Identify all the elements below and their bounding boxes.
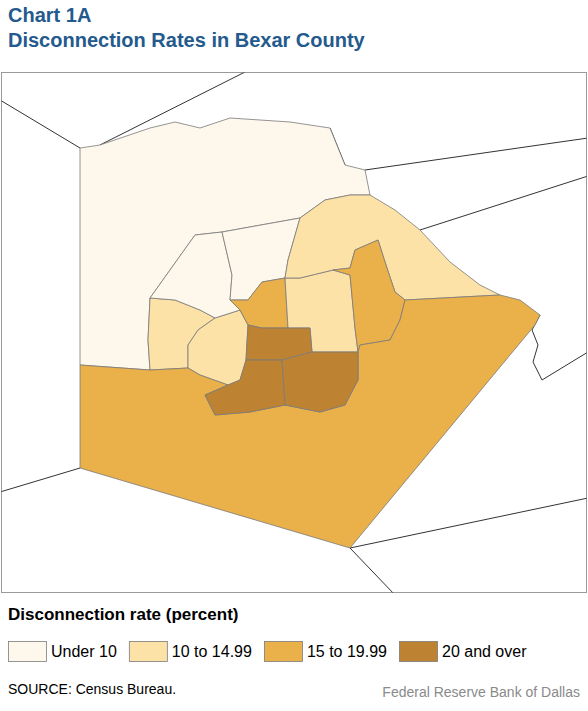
legend-label: 20 and over [442,643,527,660]
title: Chart 1A [8,4,91,26]
legend-label: Under 10 [51,643,117,660]
county-border [2,100,81,148]
region [205,360,285,415]
regions [80,118,540,548]
county-border [2,468,81,492]
legend: Disconnection rate (percent) Under 10 10 t… [8,605,527,662]
legend-label: 10 to 14.99 [172,643,252,660]
map-area [2,73,587,593]
legend-swatch [264,642,302,662]
legend-label: 15 to 19.99 [307,643,387,660]
legend-swatch [399,642,437,662]
chart: Chart 1A Disconnection Rates in Bexar Cou… [0,0,588,711]
legend-title: Disconnection rate (percent) [8,605,239,624]
legend-swatch [129,642,167,662]
legend-swatch [9,642,47,662]
map [0,72,588,595]
region [282,352,358,412]
subtitle: Disconnection Rates in Bexar County [8,29,366,51]
county-border [365,138,587,170]
county-border [420,176,587,230]
region [230,278,288,328]
credit: Federal Reserve Bank of Dallas [382,684,580,700]
source: SOURCE: Census Bureau. [8,681,176,697]
region [80,295,540,548]
county-border [350,548,395,593]
county-border [532,315,587,380]
